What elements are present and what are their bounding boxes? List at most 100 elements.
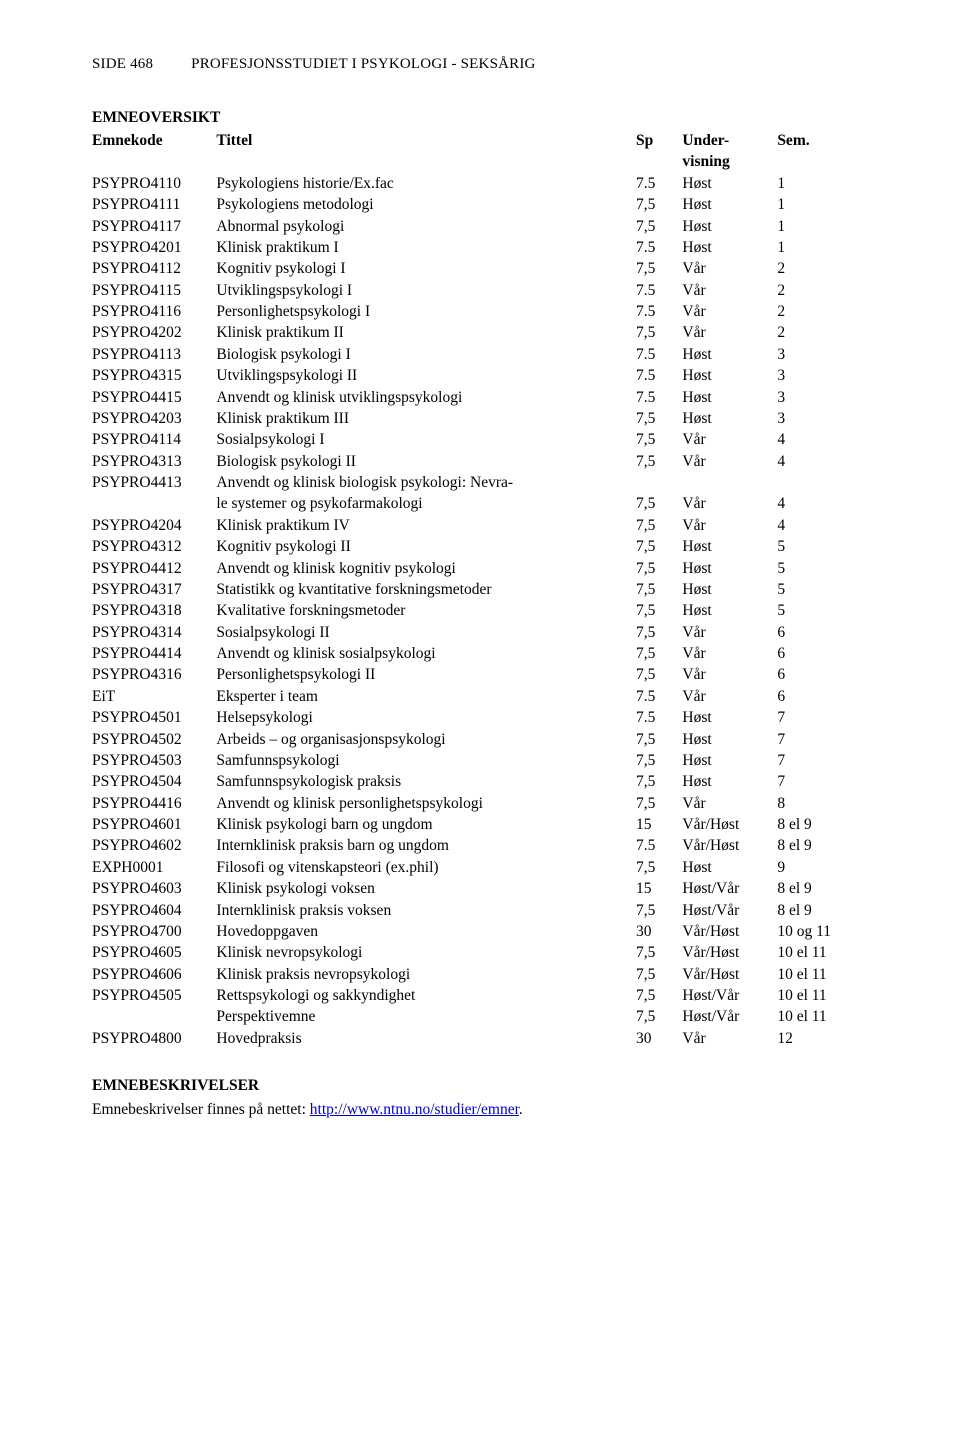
cell-sem: 10 el 11 bbox=[777, 1006, 868, 1027]
cell-teach: Høst/Vår bbox=[682, 878, 777, 899]
table-row: PSYPRO4116Personlighetspsykologi I7.5Vår… bbox=[92, 301, 868, 322]
table-row: PSYPRO4503Samfunnspsykologi7,5Høst7 bbox=[92, 750, 868, 771]
cell-sp: 7,5 bbox=[636, 322, 682, 343]
side-label: SIDE bbox=[92, 56, 126, 72]
cell-sp: 7.5 bbox=[636, 707, 682, 728]
cell-title: Internklinisk praksis barn og ungdom bbox=[216, 835, 636, 856]
cell-sp: 7.5 bbox=[636, 237, 682, 258]
table-row: PSYPRO4117Abnormal psykologi7,5Høst1 bbox=[92, 216, 868, 237]
cell-title: Klinisk praktikum II bbox=[216, 322, 636, 343]
cell-code: PSYPRO4110 bbox=[92, 173, 216, 194]
cell-sem: 10 og 11 bbox=[777, 921, 868, 942]
cell-title: Psykologiens historie/Ex.fac bbox=[216, 173, 636, 194]
cell-code: PSYPRO4800 bbox=[92, 1028, 216, 1049]
cell-code: PSYPRO4312 bbox=[92, 536, 216, 557]
cell-teach: Vår/Høst bbox=[682, 942, 777, 963]
table-row: PSYPRO4113Biologisk psykologi I7.5Høst3 bbox=[92, 344, 868, 365]
cell-code: PSYPRO4414 bbox=[92, 643, 216, 664]
page-header: SIDE 468 PROFESJONSSTUDIET I PSYKOLOGI -… bbox=[92, 54, 868, 75]
section-emneoversikt: EMNEOVERSIKT bbox=[92, 107, 868, 128]
cell-teach bbox=[682, 472, 777, 493]
cell-code: PSYPRO4316 bbox=[92, 664, 216, 685]
cell-sem bbox=[777, 472, 868, 493]
footer-link[interactable]: http://www.ntnu.no/studier/emner bbox=[310, 1101, 519, 1118]
table-row: PSYPRO4317Statistikk og kvantitative for… bbox=[92, 579, 868, 600]
table-row: PSYPRO4505Rettspsykologi og sakkyndighet… bbox=[92, 985, 868, 1006]
cell-sp: 7,5 bbox=[636, 964, 682, 985]
cell-sem: 10 el 11 bbox=[777, 942, 868, 963]
table-row: PSYPRO4202Klinisk praktikum II7,5Vår2 bbox=[92, 322, 868, 343]
cell-sp: 7,5 bbox=[636, 258, 682, 279]
cell-code bbox=[92, 493, 216, 514]
cell-teach: Høst bbox=[682, 600, 777, 621]
cell-title: Internklinisk praksis voksen bbox=[216, 900, 636, 921]
cell-sem: 5 bbox=[777, 600, 868, 621]
cell-sp: 7.5 bbox=[636, 301, 682, 322]
cell-sem: 4 bbox=[777, 493, 868, 514]
cell-sem: 6 bbox=[777, 686, 868, 707]
cell-sp: 7,5 bbox=[636, 900, 682, 921]
cell-title: Utviklingspsykologi II bbox=[216, 365, 636, 386]
cell-title: Anvendt og klinisk utviklingspsykologi bbox=[216, 387, 636, 408]
cell-code: PSYPRO4201 bbox=[92, 237, 216, 258]
cell-sp: 7,5 bbox=[636, 408, 682, 429]
cell-title: Arbeids – og organisasjonspsykologi bbox=[216, 729, 636, 750]
cell-code: PSYPRO4202 bbox=[92, 322, 216, 343]
cell-sp: 7,5 bbox=[636, 194, 682, 215]
cell-code: PSYPRO4413 bbox=[92, 472, 216, 493]
cell-code: PSYPRO4605 bbox=[92, 942, 216, 963]
cell-teach: Vår bbox=[682, 793, 777, 814]
th-emnekode: Emnekode bbox=[92, 130, 216, 151]
table-row: PSYPRO4413Anvendt og klinisk biologisk p… bbox=[92, 472, 868, 493]
cell-sp: 7,5 bbox=[636, 942, 682, 963]
table-row: PSYPRO4502Arbeids – og organisasjonspsyk… bbox=[92, 729, 868, 750]
cell-sem: 4 bbox=[777, 515, 868, 536]
table-row: PSYPRO4603Klinisk psykologi voksen15Høst… bbox=[92, 878, 868, 899]
cell-code: PSYPRO4313 bbox=[92, 451, 216, 472]
cell-teach: Høst bbox=[682, 536, 777, 557]
table-row: PSYPRO4318Kvalitative forskningsmetoder7… bbox=[92, 600, 868, 621]
th-sem: Sem. bbox=[777, 130, 868, 151]
cell-code: EXPH0001 bbox=[92, 857, 216, 878]
cell-sem: 8 el 9 bbox=[777, 900, 868, 921]
cell-sp: 7.5 bbox=[636, 835, 682, 856]
table-row: PSYPRO4700Hovedoppgaven30Vår/Høst10 og 1… bbox=[92, 921, 868, 942]
cell-teach: Høst bbox=[682, 237, 777, 258]
cell-sem: 2 bbox=[777, 280, 868, 301]
cell-code: PSYPRO4415 bbox=[92, 387, 216, 408]
cell-teach: Høst bbox=[682, 707, 777, 728]
cell-teach: Vår bbox=[682, 429, 777, 450]
cell-sp: 7,5 bbox=[636, 515, 682, 536]
table-row: PSYPRO4602Internklinisk praksis barn og … bbox=[92, 835, 868, 856]
cell-code: PSYPRO4505 bbox=[92, 985, 216, 1006]
cell-sp: 7.5 bbox=[636, 173, 682, 194]
course-table: Emnekode Tittel Sp Under- Sem. visning P… bbox=[92, 130, 868, 1049]
cell-sp bbox=[636, 472, 682, 493]
cell-title: le systemer og psykofarmakologi bbox=[216, 493, 636, 514]
footer-dot: . bbox=[519, 1101, 523, 1118]
cell-sp: 7,5 bbox=[636, 750, 682, 771]
th-sp: Sp bbox=[636, 130, 682, 151]
cell-code: PSYPRO4502 bbox=[92, 729, 216, 750]
cell-sp: 7,5 bbox=[636, 536, 682, 557]
cell-sp: 7,5 bbox=[636, 600, 682, 621]
cell-teach: Vår bbox=[682, 622, 777, 643]
cell-sem: 6 bbox=[777, 622, 868, 643]
cell-sp: 15 bbox=[636, 878, 682, 899]
table-row: EiTEksperter i team7.5Vår6 bbox=[92, 686, 868, 707]
cell-code: PSYPRO4117 bbox=[92, 216, 216, 237]
cell-sp: 30 bbox=[636, 1028, 682, 1049]
cell-code: PSYPRO4601 bbox=[92, 814, 216, 835]
program-name: PROFESJONSSTUDIET I PSYKOLOGI - SEKSÅRIG bbox=[191, 56, 535, 72]
cell-teach: Høst bbox=[682, 857, 777, 878]
cell-teach: Høst bbox=[682, 579, 777, 600]
cell-code: PSYPRO4416 bbox=[92, 793, 216, 814]
cell-teach: Vår/Høst bbox=[682, 921, 777, 942]
cell-title: Klinisk nevropsykologi bbox=[216, 942, 636, 963]
cell-title: Anvendt og klinisk personlighetspsykolog… bbox=[216, 793, 636, 814]
table-row: PSYPRO4800Hovedpraksis30Vår12 bbox=[92, 1028, 868, 1049]
cell-sp: 7.5 bbox=[636, 280, 682, 301]
cell-teach: Høst bbox=[682, 365, 777, 386]
cell-title: Biologisk psykologi II bbox=[216, 451, 636, 472]
cell-title: Personlighetspsykologi I bbox=[216, 301, 636, 322]
